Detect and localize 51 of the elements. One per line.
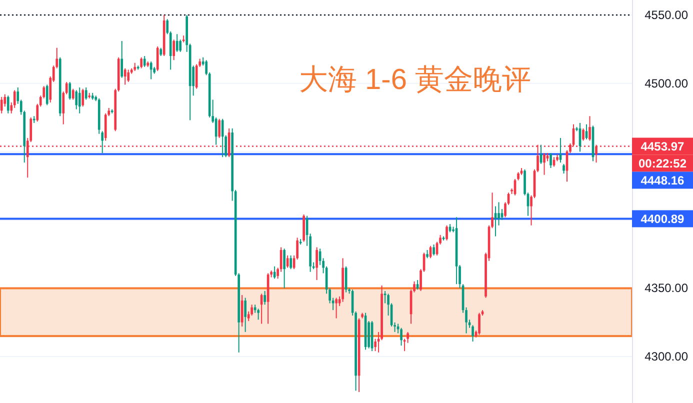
candlestick	[218, 118, 220, 138]
candlestick	[290, 254, 292, 270]
candlestick	[150, 60, 152, 80]
candlestick	[127, 69, 130, 82]
candlestick	[403, 338, 406, 352]
ref-line-label: 4453.97	[640, 140, 685, 154]
ref-line-label: 4400.89	[640, 212, 685, 226]
candlestick	[283, 248, 286, 289]
candlestick	[257, 308, 260, 320]
text: 大海 1-6 黄金晚评	[298, 64, 532, 96]
ref-line-label: 4448.16	[640, 174, 685, 188]
candlestick	[156, 46, 159, 72]
candlestick	[478, 312, 480, 336]
candlestick	[140, 56, 143, 69]
candlestick	[543, 152, 546, 176]
candlestick	[46, 84, 48, 106]
candlestick	[124, 68, 126, 86]
y-tick-label: 4500.00	[644, 76, 688, 90]
candlestick	[78, 86, 81, 114]
candlestick	[6, 95, 10, 114]
candlestick	[84, 86, 88, 100]
candlestick	[582, 128, 584, 142]
candlestick	[172, 39, 176, 61]
candlestick	[384, 290, 386, 304]
text: 00:22:52	[638, 156, 687, 171]
candlestick	[264, 290, 266, 306]
candlestick	[179, 39, 182, 52]
y-tick-label: 4300.00	[644, 350, 688, 364]
candlestick	[68, 81, 72, 100]
candlestick	[400, 327, 402, 346]
candlestick	[335, 297, 338, 319]
candlestick	[221, 118, 224, 158]
candlestick	[176, 34, 178, 52]
candlestick	[550, 152, 552, 169]
candlestick	[0, 96, 3, 114]
candlestick	[432, 244, 435, 256]
candlestick	[588, 116, 591, 142]
candlestick	[406, 331, 409, 344]
candlestick	[446, 224, 448, 241]
y-tick-label: 4350.00	[644, 281, 688, 296]
candlestick	[316, 246, 318, 281]
candlestick	[244, 297, 246, 332]
candlestick	[75, 90, 78, 110]
y-tick-label: 4550.00	[644, 8, 688, 22]
candlestick	[247, 310, 250, 322]
candlestick	[143, 56, 146, 68]
candlestick	[498, 202, 500, 226]
candlestick	[72, 88, 74, 100]
candlestick	[562, 163, 565, 174]
candlestick	[82, 88, 84, 108]
candlestick	[120, 40, 124, 78]
